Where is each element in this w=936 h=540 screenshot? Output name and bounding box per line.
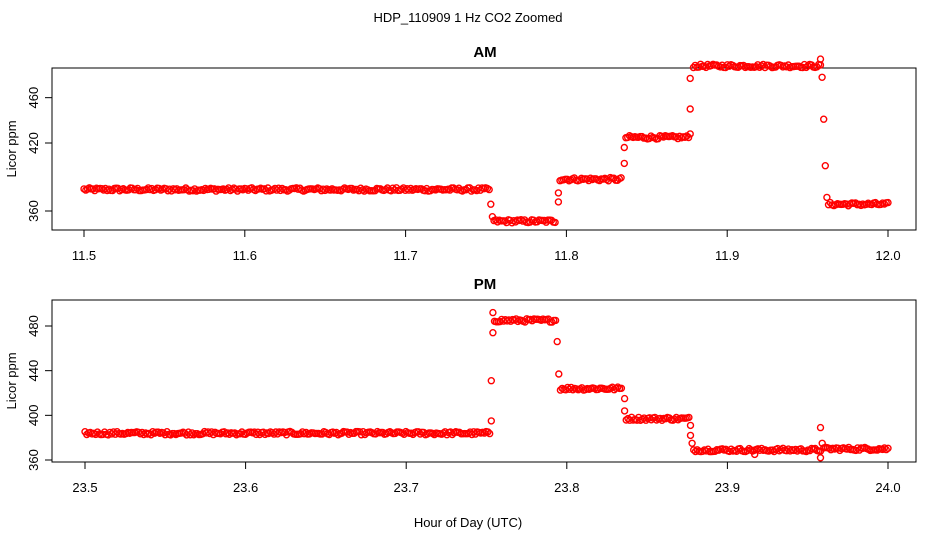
pm-transition-point: [555, 370, 563, 378]
pm-transition-point: [489, 308, 497, 317]
pm-points: [81, 308, 892, 462]
pm-panel-title: PM: [474, 276, 497, 293]
am-y-tick-label: 360: [26, 200, 41, 222]
am-transition-point: [487, 200, 495, 208]
am-transition-point: [620, 143, 628, 152]
pm-y-tick-label: 440: [26, 360, 41, 382]
pm-x-tick-label: 23.7: [394, 480, 419, 495]
pm-data-point: [548, 318, 556, 326]
pm-y-tick-label: 360: [26, 449, 41, 471]
pm-data-point: [884, 444, 892, 452]
am-transition-point: [554, 198, 563, 206]
am-data-point: [485, 185, 493, 194]
pm-y-axis: 360 400 440 480: [26, 315, 52, 471]
pm-transition-point: [751, 450, 759, 459]
am-data-point: [684, 133, 693, 142]
pm-data-point: [617, 384, 626, 392]
pm-transition-point: [620, 407, 629, 415]
pm-transition-point: [686, 421, 695, 430]
am-transition-point: [686, 105, 694, 113]
x-axis-label: Hour of Day (UTC): [414, 515, 522, 530]
pm-data-point: [685, 413, 693, 422]
pm-data-point: [484, 428, 492, 436]
pm-plot-frame: [51, 299, 917, 463]
am-transition-point: [686, 74, 694, 83]
pm-x-tick-label: 23.5: [72, 480, 97, 495]
pm-panel: PM 23.5 23.6 23.7 23.8 23.9 24.0 360 400 440 480…: [4, 276, 917, 495]
pm-data-point: [551, 316, 560, 325]
pm-data-point: [486, 429, 494, 438]
pm-transition-point: [818, 439, 826, 447]
pm-y-tick-label: 400: [26, 404, 41, 426]
am-transition-point: [821, 161, 829, 170]
am-data-point: [551, 218, 559, 227]
am-panel-title: AM: [473, 44, 496, 61]
am-transition-point: [488, 212, 497, 221]
am-x-tick-label: 12.0: [875, 248, 900, 263]
am-x-tick-label: 11.6: [233, 248, 257, 263]
figure-title: HDP_110909 1 Hz CO2 Zoomed: [373, 10, 562, 25]
am-y-axis: 360 420 460: [26, 87, 52, 222]
am-data-point: [884, 198, 892, 207]
pm-x-axis: 23.5 23.6 23.7 23.8 23.9 24.0: [72, 462, 901, 495]
pm-transition-point: [487, 417, 495, 425]
am-transition-point: [816, 55, 825, 63]
am-data-point: [696, 60, 705, 69]
am-x-tick-label: 11.8: [554, 248, 578, 263]
pm-y-axis-label: Licor ppm: [4, 352, 19, 409]
pm-x-tick-label: 24.0: [875, 480, 900, 495]
am-data-point: [617, 174, 625, 182]
am-transition-point: [823, 193, 831, 202]
pm-transition-point: [688, 439, 696, 447]
pm-transition-point: [816, 423, 825, 432]
am-plot-frame: [51, 67, 917, 231]
am-y-axis-label: Licor ppm: [4, 120, 19, 177]
am-panel: AM 11.5 11.6 11.7 11.8 11.9 12.0 360 420 460 Li…: [4, 44, 917, 263]
am-points: [80, 55, 892, 227]
am-transition-point: [820, 115, 828, 123]
pm-transition-point: [487, 377, 495, 385]
am-y-tick-label: 460: [26, 87, 41, 109]
am-transition-point: [620, 159, 628, 168]
am-transition-point: [686, 130, 694, 138]
pm-y-tick-label: 480: [26, 315, 41, 337]
am-x-tick-label: 11.5: [72, 248, 96, 263]
pm-transition-point: [620, 394, 629, 403]
pm-x-tick-label: 23.8: [554, 480, 579, 495]
am-transition-point: [554, 189, 563, 197]
pm-transition-point: [816, 454, 825, 462]
am-data-point: [547, 216, 556, 225]
pm-transition-point: [553, 337, 561, 346]
am-transition-point: [818, 73, 826, 82]
am-x-axis: 11.5 11.6 11.7 11.8 11.9 12.0: [72, 230, 901, 263]
pm-data-point: [880, 444, 889, 452]
am-x-tick-label: 11.7: [393, 248, 417, 263]
pm-data-point: [802, 447, 810, 456]
am-x-tick-label: 11.9: [715, 248, 739, 263]
pm-x-tick-label: 23.6: [233, 480, 258, 495]
am-y-tick-label: 420: [26, 132, 41, 154]
pm-x-tick-label: 23.9: [715, 480, 740, 495]
pm-transition-point: [489, 329, 497, 337]
pm-transition-point: [686, 431, 695, 440]
